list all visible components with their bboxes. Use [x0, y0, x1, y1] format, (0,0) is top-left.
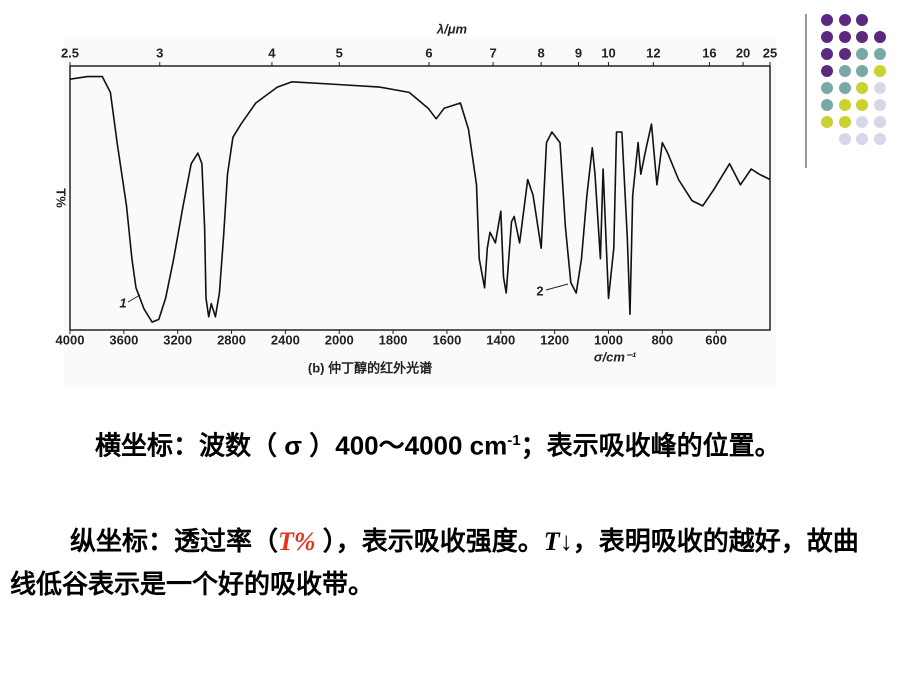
annotation-pointer [127, 294, 141, 303]
x2-tick-label: 25 [763, 45, 777, 60]
x-tick-label: 1400 [486, 332, 515, 347]
x2-tick-label: 2.5 [61, 45, 79, 60]
x-tick-label: 1200 [540, 332, 569, 347]
text: ），表示吸收强度。 [315, 526, 544, 556]
x2-tick-label: 4 [268, 45, 276, 60]
x-tick-label: 1000 [594, 332, 623, 347]
x2-tick-label: 9 [575, 45, 582, 60]
x-tick-label: 2800 [217, 332, 246, 347]
x-label: σ/cm⁻¹ [594, 349, 637, 364]
annotation: 2 [536, 283, 543, 298]
x2-tick-label: 10 [601, 45, 615, 60]
symbol: T [543, 527, 560, 556]
text: 纵坐标：透过率（ [70, 526, 279, 556]
paragraph: 横坐标：波数（ σ ）400～4000 cm-1；表示吸收峰的位置。 [22, 420, 812, 467]
x-tick-label: 1600 [432, 332, 461, 347]
spectrum-line [69, 75, 771, 323]
x-tick-label: 1800 [379, 332, 408, 347]
x2-tick-label: 7 [489, 45, 496, 60]
chart-title: (b) 仲丁醇的红外光谱 [308, 360, 432, 375]
x2-tick-label: 6 [425, 45, 432, 60]
text: ↓，表明吸收的越好，故曲线低谷表示是一个好的吸收带。 [10, 526, 859, 599]
plot-frame [69, 65, 771, 331]
x2-tick-label: 12 [646, 45, 660, 60]
x2-tick-label: 3 [156, 45, 163, 60]
x2-tick-label: 16 [702, 45, 716, 60]
y-label: T% [54, 188, 69, 208]
x-tick-label: 2000 [325, 332, 354, 347]
emphasis: T% [278, 527, 316, 556]
x-tick-label: 4000 [56, 332, 85, 347]
superscript: -1 [507, 432, 521, 449]
annotation-pointer [545, 283, 569, 291]
x-tick-label: 3200 [163, 332, 192, 347]
x-tick-label: 800 [651, 332, 673, 347]
annotation: 1 [119, 295, 126, 310]
x2-tick-label: 8 [538, 45, 545, 60]
decor-dots [821, 14, 886, 145]
text: ；表示吸收峰的位置。 [520, 430, 781, 461]
text: 横坐标：波数（ σ ）400～4000 cm [95, 430, 508, 461]
x-tick-label: 3600 [109, 332, 138, 347]
x-tick-label: 600 [705, 332, 727, 347]
paragraph: 纵坐标：透过率（T% ），表示吸收强度。T↓，表明吸收的越好，故曲线低谷表示是一… [10, 520, 860, 605]
x-tick-label: 2400 [271, 332, 300, 347]
chart: λ/μm T% σ/cm⁻¹ (b) 仲丁醇的红外光谱 1 2 4000 3600… [53, 14, 886, 376]
x2-tick-label: 5 [336, 45, 343, 60]
x2-label: λ/μm [436, 21, 468, 36]
x2-tick-label: 20 [736, 45, 750, 60]
